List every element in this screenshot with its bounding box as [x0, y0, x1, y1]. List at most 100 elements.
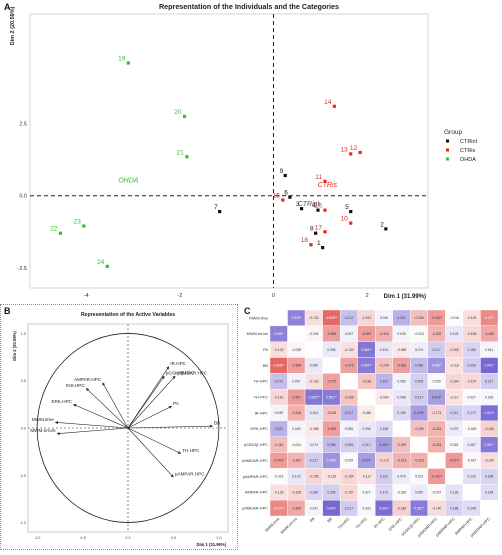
cell-value: 0.205	[345, 443, 353, 447]
cell-value: -0.165	[309, 475, 319, 479]
cell-value: 0.103	[450, 332, 458, 336]
legend-label: OHDA	[460, 157, 476, 163]
cell-value: 0.272	[275, 380, 283, 384]
heatmap-cell	[375, 404, 393, 422]
column-label: TH-HPC	[337, 516, 351, 530]
y-tick-label: 0.0	[19, 194, 27, 200]
cell-value: -0.130	[344, 348, 354, 352]
cell-value: 0.155	[397, 411, 405, 415]
variable-label: TH.HPC	[182, 448, 200, 453]
point-label: 10	[341, 216, 349, 223]
panel-b: B Representation of the Active Variables…	[0, 304, 238, 550]
data-point	[281, 198, 285, 202]
cell-value: 0.206	[468, 364, 476, 368]
cell-value: 0.148	[485, 490, 493, 494]
point-label: 9	[280, 168, 284, 175]
cell-value: -0.245	[379, 364, 389, 368]
cell-value: 0.456*	[327, 459, 337, 463]
x-tick-label: -2	[177, 293, 182, 299]
cell-value: -0.402*	[273, 459, 284, 463]
cell-value: 0.057	[292, 380, 300, 384]
cell-value: -0.165	[449, 348, 459, 352]
cell-value: -0.016	[449, 316, 459, 320]
point-label: 13	[341, 146, 349, 153]
cell-value: 0.272	[345, 316, 353, 320]
data-point	[323, 230, 327, 234]
point-label: 8	[310, 226, 314, 233]
point-label: 19	[118, 56, 126, 63]
point-label: 14	[324, 99, 332, 106]
cell-value: -0.088	[397, 348, 407, 352]
legend-marker	[446, 139, 449, 143]
x-axis-label: Dim 1 (31.99%)	[384, 294, 426, 300]
cell-value: 0.087	[468, 443, 476, 447]
cell-value: 0.456*	[432, 364, 442, 368]
row-label: MWM.errors	[247, 331, 268, 336]
plot-frame	[29, 13, 429, 289]
point-label: 22	[50, 226, 58, 233]
cell-value: -0.088	[309, 427, 319, 431]
cell-value: -0.164	[449, 380, 459, 384]
data-point	[349, 221, 353, 225]
cell-value: -0.323	[414, 459, 424, 463]
variable-vector	[85, 388, 129, 429]
x-tick-label: 2	[366, 293, 369, 299]
cell-value: -0.323	[432, 443, 442, 447]
cell-value: -0.608**	[273, 364, 286, 368]
cell-value: 0.641*	[484, 364, 494, 368]
cell-value: -0.157	[467, 380, 477, 384]
cell-value: 0.079	[397, 475, 405, 479]
cell-value: -0.161	[362, 316, 372, 320]
cell-value: -0.349	[485, 332, 495, 336]
cell-value: 0.188	[485, 475, 493, 479]
cell-value: 0.286	[327, 443, 335, 447]
cell-value: 0.025	[345, 459, 353, 463]
point-label: 17	[315, 224, 323, 231]
cell-value: 0.211	[450, 411, 458, 415]
panel-c: C 0.533* -0.132 -0.608** 0.272 -0.161 0.049 0.…	[238, 304, 502, 550]
point-label: 18	[301, 237, 309, 244]
cell-value: 0.103	[292, 475, 300, 479]
cell-value: 0.562**	[361, 364, 373, 368]
heatmap-cell	[304, 341, 323, 358]
y-tick-label: -2.5	[18, 266, 27, 272]
point-label: 21	[177, 149, 185, 156]
row-label: pNMDAR-HPC	[242, 458, 268, 463]
cell-value: 0.206	[327, 490, 335, 494]
cell-value: -0.397	[292, 395, 302, 399]
data-point	[316, 208, 320, 212]
variable-label: MWM.time	[32, 417, 54, 422]
variable-vector	[127, 375, 176, 429]
cell-value: -0.161	[274, 395, 284, 399]
cell-value: 0.217	[345, 506, 353, 510]
cell-value: 0.049	[380, 316, 388, 320]
column-label: IR-HPC	[373, 516, 386, 529]
cell-value: -0.125	[274, 490, 284, 494]
row-label: TH-PFC	[254, 395, 268, 400]
cell-value: 0.413*	[432, 395, 442, 399]
cell-value: -0.024	[292, 443, 302, 447]
cell-value: -0.027	[432, 490, 442, 494]
cell-value: 0.217	[432, 348, 440, 352]
cell-value: 0.095	[310, 364, 318, 368]
data-point	[321, 246, 325, 250]
cell-value: -0.313	[397, 459, 407, 463]
point-label: 7	[214, 204, 218, 211]
cell-value: -0.375	[327, 380, 337, 384]
cell-value: -0.026	[397, 490, 407, 494]
cell-value: -0.125	[467, 316, 477, 320]
cell-value: -0.260	[414, 316, 424, 320]
cell-value: -0.173	[379, 459, 389, 463]
cell-value: -0.118	[327, 475, 336, 479]
cell-value: -0.388	[292, 364, 302, 368]
data-point	[323, 179, 327, 183]
cell-value: 0.562**	[326, 395, 338, 399]
variable-vector	[54, 421, 129, 429]
heatmap-cell	[410, 436, 429, 453]
point-label: 3	[296, 201, 300, 208]
cell-value: -0.259	[414, 427, 424, 431]
cell-value: 0.582**	[308, 395, 320, 399]
cell-value: 0.049	[397, 332, 405, 336]
cell-value: 0.033	[485, 395, 493, 399]
cell-value: -0.158	[292, 490, 302, 494]
